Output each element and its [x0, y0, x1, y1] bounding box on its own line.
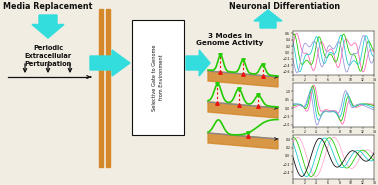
Polygon shape: [208, 102, 278, 118]
Bar: [132, 20, 184, 135]
Polygon shape: [208, 133, 278, 149]
Polygon shape: [32, 15, 64, 38]
Text: 3 Modes in
Genome Activity: 3 Modes in Genome Activity: [196, 33, 264, 46]
Polygon shape: [254, 10, 282, 28]
Text: Periodic
Extracellular
Perturbation: Periodic Extracellular Perturbation: [24, 45, 71, 66]
Text: Selective Gate to Genome
from Environment: Selective Gate to Genome from Environmen…: [152, 44, 164, 111]
Polygon shape: [186, 50, 210, 76]
Bar: [99, 9, 102, 167]
Polygon shape: [208, 71, 278, 87]
Text: Media Replacement: Media Replacement: [3, 2, 93, 11]
Bar: [106, 9, 110, 167]
Text: Neuronal Differentiation: Neuronal Differentiation: [229, 2, 341, 11]
Polygon shape: [90, 50, 130, 76]
